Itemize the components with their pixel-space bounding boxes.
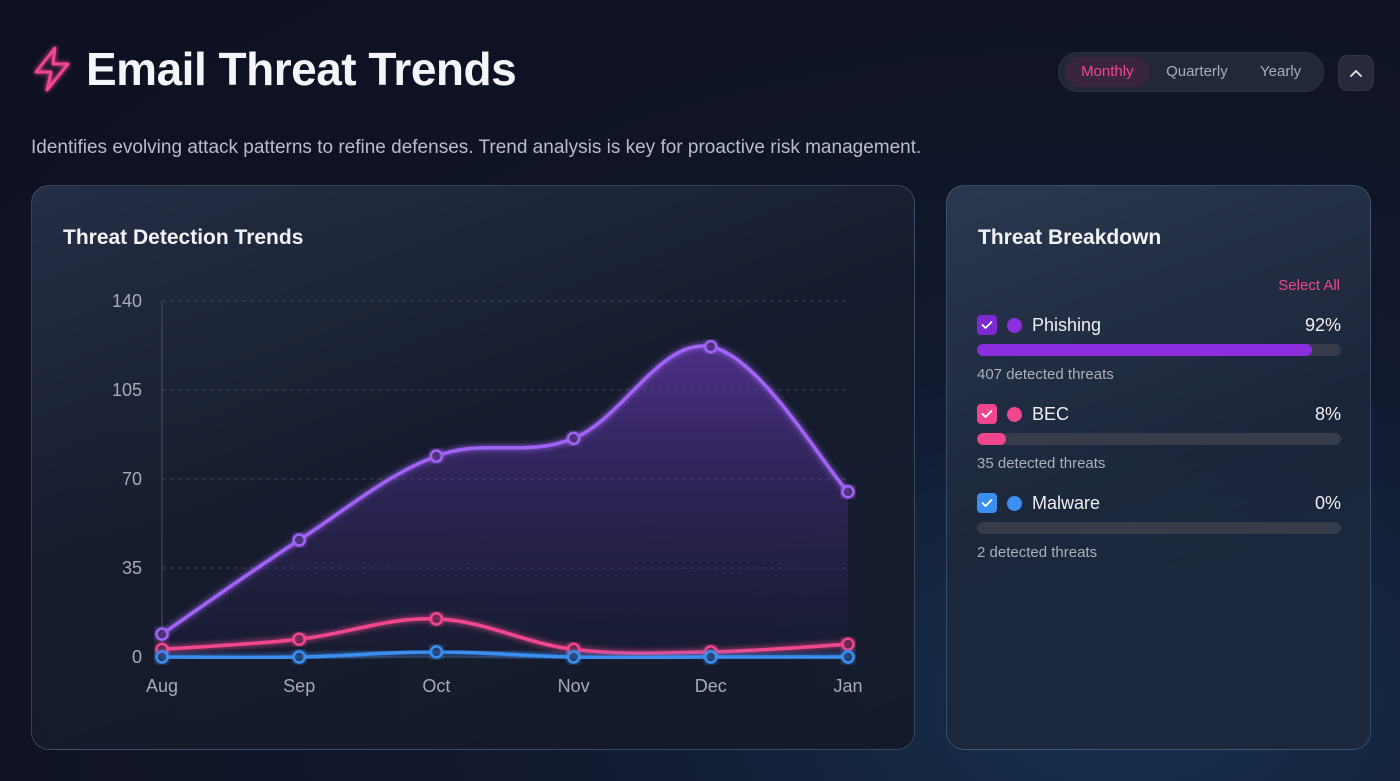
check-icon xyxy=(981,499,993,507)
y-tick-label: 140 xyxy=(112,291,142,311)
y-tick-label: 0 xyxy=(132,647,142,667)
malware-data-point xyxy=(155,650,169,664)
phishing-checkbox[interactable] xyxy=(977,315,997,335)
breakdown-item-bec: BEC 8% 35 detected threats xyxy=(977,403,1341,472)
phishing-percent: 92% xyxy=(1304,314,1341,335)
chart-title: Threat Detection Trends xyxy=(63,226,304,249)
bec-data-point xyxy=(841,637,855,652)
phishing-count: 407 detected threats xyxy=(977,366,1114,383)
collapse-button[interactable] xyxy=(1338,55,1374,91)
phishing-data-point xyxy=(429,449,444,463)
lightning-icon xyxy=(34,46,70,92)
chart-card: Threat Detection Trends 0 35 70 105 140 Aug Se… xyxy=(31,185,915,750)
breakdown-item-malware: Malware 0% 2 detected threats xyxy=(977,492,1341,561)
malware-data-point xyxy=(841,650,855,664)
malware-data-point xyxy=(704,650,718,664)
phishing-data-point xyxy=(841,484,855,499)
bec-bar-fill xyxy=(977,433,1007,445)
check-icon xyxy=(981,410,993,418)
malware-count: 2 detected threats xyxy=(977,544,1098,561)
bec-color-dot xyxy=(1007,406,1022,422)
phishing-bar-track xyxy=(977,344,1341,356)
malware-series-line xyxy=(160,650,850,660)
bec-series-line xyxy=(160,617,850,655)
period-quarterly-button[interactable]: Quarterly xyxy=(1166,63,1228,80)
phishing-data-point xyxy=(155,627,169,641)
chevron-up-icon xyxy=(1350,70,1362,77)
malware-checkbox[interactable] xyxy=(977,493,997,513)
phishing-area xyxy=(162,345,848,657)
y-tick-label: 105 xyxy=(112,380,142,400)
phishing-data-point xyxy=(566,431,581,446)
phishing-color-dot xyxy=(1007,317,1022,333)
x-tick-label: Aug xyxy=(146,676,178,696)
phishing-data-point xyxy=(704,340,718,354)
x-tick-label: Nov xyxy=(558,676,590,696)
malware-data-point xyxy=(566,650,581,664)
malware-data-point xyxy=(429,645,444,659)
period-monthly-button[interactable]: Monthly xyxy=(1065,57,1150,87)
malware-data-point xyxy=(292,650,306,664)
phishing-bar-fill xyxy=(977,344,1312,356)
period-yearly-button[interactable]: Yearly xyxy=(1260,63,1302,80)
bec-label: BEC xyxy=(1032,403,1070,424)
bec-count: 35 detected threats xyxy=(977,455,1106,472)
header: Email Threat Trends xyxy=(30,42,517,96)
y-tick-label: 35 xyxy=(122,558,142,578)
x-tick-label: Dec xyxy=(695,676,727,696)
malware-bar-track xyxy=(977,522,1341,534)
y-tick-label: 70 xyxy=(122,469,142,489)
select-all-link[interactable]: Select All xyxy=(1278,277,1340,294)
bec-checkbox[interactable] xyxy=(977,404,997,424)
bec-data-point xyxy=(292,632,306,646)
malware-percent: 0% xyxy=(1314,492,1341,513)
check-icon xyxy=(981,321,993,329)
phishing-label: Phishing xyxy=(1032,314,1102,335)
bec-data-point xyxy=(429,612,444,626)
page-subtitle: Identifies evolving attack patterns to r… xyxy=(31,137,922,158)
x-tick-label: Oct xyxy=(422,676,450,696)
malware-label: Malware xyxy=(1032,492,1101,513)
breakdown-item-phishing: Phishing 92% 407 detected threats xyxy=(977,314,1341,383)
bec-bar-track xyxy=(977,433,1341,445)
line-chart: 0 35 70 105 140 Aug Sep Oct Nov Dec Jan xyxy=(112,291,863,696)
phishing-data-point xyxy=(292,533,306,547)
page-title: Email Threat Trends xyxy=(86,43,517,95)
phishing-series-line xyxy=(160,344,850,636)
x-tick-label: Sep xyxy=(283,676,315,696)
breakdown-title: Threat Breakdown xyxy=(978,226,1162,249)
x-tick-label: Jan xyxy=(833,676,862,696)
period-selector: Monthly Quarterly Yearly xyxy=(1058,52,1324,92)
bec-percent: 8% xyxy=(1314,403,1341,424)
malware-color-dot xyxy=(1007,495,1022,511)
breakdown-card: Threat Breakdown Select All Phishing 92%… xyxy=(946,185,1371,750)
